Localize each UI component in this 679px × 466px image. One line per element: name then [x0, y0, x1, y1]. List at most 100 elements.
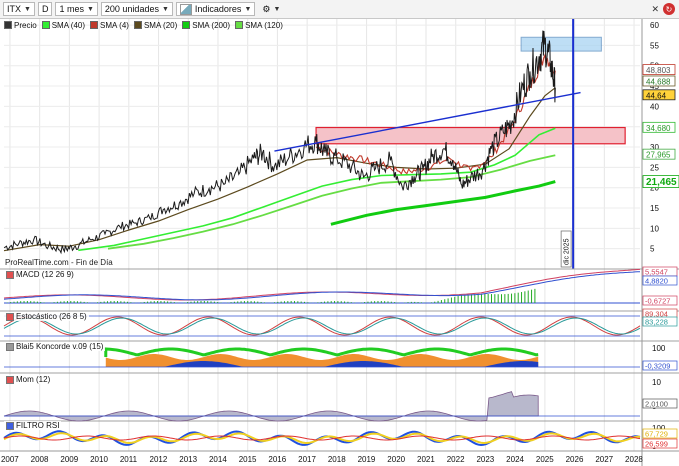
macd-icon [6, 270, 14, 279]
daily-label: D [41, 4, 49, 14]
x-tick-label: 2013 [179, 455, 197, 464]
rsi-icon [6, 421, 14, 430]
value-tag-label: 27,965 [646, 151, 671, 160]
sub-value-tag [642, 316, 678, 327]
sub-value-tag-label: 2,0100 [645, 400, 668, 409]
panel-label-macd[interactable]: MACD (12 26 9) [4, 270, 76, 279]
indicator-line [3, 432, 640, 445]
legend-sma20[interactable]: SMA (20) [133, 20, 178, 30]
indicators-button[interactable]: Indicadores ▼ [175, 2, 256, 16]
price-panel: dic 2025 [3, 19, 626, 269]
panel-label-rsi[interactable]: FILTRO RSI [4, 421, 62, 430]
series-line [3, 30, 556, 255]
panel-title: FILTRO RSI [16, 421, 60, 430]
source-label: ProRealTime.com - Fin de Día [5, 258, 113, 267]
x-tick-label: 2026 [566, 455, 584, 464]
legend-swatch [41, 21, 50, 29]
y-tick-label: 60 [650, 21, 659, 30]
y-tick-label: 25 [650, 163, 659, 172]
x-tick-label: 2019 [358, 455, 376, 464]
x-tick-label: 2027 [595, 455, 613, 464]
sub-value-tag-label: 67,729 [645, 430, 668, 439]
close-chart-icon[interactable]: ✕ [651, 3, 659, 14]
panel-title: Estocástico (26 8 5) [16, 312, 87, 321]
sub-value-tag [642, 398, 678, 409]
legend-swatch [235, 21, 244, 29]
x-tick-label: 2016 [268, 455, 286, 464]
sub-y-tick-label: 10 [652, 378, 661, 387]
sub-value-tag-label: 83,228 [645, 318, 668, 327]
legend-label: SMA (20) [143, 20, 178, 30]
legend-label: SMA (40) [51, 20, 86, 30]
value-tag [642, 148, 676, 160]
units-selector[interactable]: 200 unidades ▼ [100, 2, 173, 16]
legend-swatch [133, 21, 142, 29]
sub-value-tag [642, 428, 678, 439]
indicator-line [3, 317, 641, 335]
series-line [78, 127, 556, 252]
chart-area: dic 2025 5101520253035404550556048,80344… [0, 19, 679, 466]
panel-title: MACD (12 26 9) [16, 270, 74, 279]
x-tick-label: 2012 [150, 455, 168, 464]
sub-value-tag-label: 4,8820 [645, 277, 668, 286]
x-tick-label: 2018 [328, 455, 346, 464]
sub-value-tag-label: -0,6727 [645, 297, 670, 306]
x-tick-label: 2024 [506, 455, 524, 464]
x-tick-label: 2017 [298, 455, 316, 464]
legend-sma200[interactable]: SMA (200) [182, 21, 230, 30]
x-tick-label: 2008 [31, 455, 49, 464]
legend-label: SMA (4) [100, 20, 129, 30]
x-tick-label: 2011 [120, 455, 138, 464]
x-tick-label: 2022 [447, 455, 465, 464]
chart-type-button[interactable]: ⚙ ▼ [258, 2, 284, 16]
y-tick-label: 10 [650, 224, 659, 233]
value-tag-label: 34,680 [646, 124, 671, 133]
indicators-icon [179, 3, 192, 15]
koncorde-icon [6, 342, 14, 351]
koncorde-green-line [104, 347, 539, 358]
legend-sma4[interactable]: SMA (4) [90, 21, 129, 30]
vertical-line-tag [560, 230, 572, 268]
sub-value-tag [642, 295, 678, 306]
legend-precio[interactable]: Precio [4, 21, 37, 30]
series-line [3, 87, 556, 252]
sub-y-tick-label: 100 [652, 344, 666, 353]
x-tick-label: 2010 [90, 455, 108, 464]
legend-sma120[interactable]: SMA (120) [235, 21, 283, 30]
sub-value-tag-label: -0,3209 [645, 362, 670, 371]
indicator-line [3, 435, 641, 441]
sub-value-tag [642, 360, 678, 371]
y-tick-label: 20 [650, 184, 659, 193]
legend-sma40[interactable]: SMA (40) [41, 20, 86, 30]
sub-value-tag [642, 438, 678, 449]
vertical-line-label: dic 2025 [564, 238, 571, 265]
panel-title: Mom (12) [16, 375, 51, 384]
value-tag [642, 175, 679, 188]
koncorde-orange-area [105, 354, 539, 367]
symbol-selector[interactable]: ITX ▼ [3, 2, 35, 16]
sub-y-tick-label: 100 [652, 424, 666, 433]
chevron-down-icon: ▼ [244, 5, 252, 13]
panel-label-koncorde[interactable]: Blai5 Koncorde v.09 (15) [4, 342, 106, 351]
momentum-icon [6, 375, 14, 384]
stochastic-icon [6, 312, 14, 321]
sub-value-tag [642, 275, 678, 286]
price-legend: Precio SMA (40) SMA (4) SMA (20) SMA (20… [4, 19, 288, 31]
value-tag [642, 121, 676, 133]
value-tag-label: 21,465 [646, 177, 677, 188]
x-tick-label: 2015 [239, 455, 257, 464]
symbol-label: ITX [7, 4, 22, 14]
series-line [330, 180, 556, 226]
period-label: 1 mes [59, 4, 84, 14]
x-tick-label: 2020 [387, 455, 405, 464]
series-line [315, 53, 556, 175]
daily-button[interactable]: D [37, 2, 53, 16]
y-tick-label: 40 [650, 102, 659, 111]
period-selector[interactable]: 1 mes ▼ [55, 2, 98, 16]
value-tag-label: 48,803 [646, 66, 671, 75]
panel-label-mom[interactable]: Mom (12) [4, 375, 53, 384]
refresh-icon[interactable]: ↻ [663, 3, 675, 15]
chevron-down-icon: ▼ [161, 5, 169, 13]
series-line [107, 154, 556, 250]
panel-label-esto[interactable]: Estocástico (26 8 5) [4, 312, 89, 321]
